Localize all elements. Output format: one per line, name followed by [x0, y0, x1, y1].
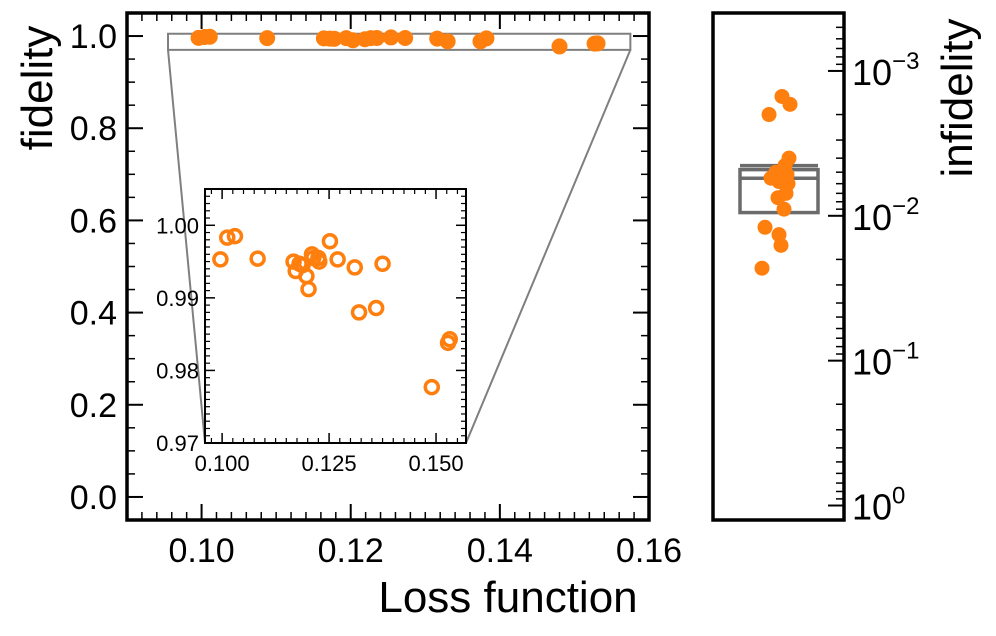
inset-fidelity-point — [329, 251, 346, 268]
infidelity-tick-label: 100 — [852, 483, 905, 528]
fidelity-point — [551, 38, 568, 55]
fidelity-point — [259, 30, 276, 47]
infidelity-tick-label: 10−2 — [852, 193, 919, 238]
x-tick-label: 0.12 — [318, 532, 384, 570]
main-data-points — [190, 28, 606, 55]
infidelity-plot-frame — [711, 11, 846, 522]
y-tick-label: 1.0 — [70, 18, 117, 56]
inset-fidelity-point — [441, 330, 458, 348]
x-tick-label: 0.10 — [168, 532, 234, 570]
inset-plot-frame — [204, 188, 467, 444]
inset-fidelity-point — [249, 250, 266, 267]
y-axis-title: fidelity — [13, 26, 62, 151]
y-tick-label: 0.8 — [70, 110, 117, 148]
inset-fidelity-point — [310, 253, 328, 270]
main-plot-frame — [125, 11, 651, 522]
fidelity-point — [382, 29, 399, 46]
inset-fidelity-point — [367, 299, 385, 317]
inset-x-tick-label: 0.150 — [409, 451, 464, 476]
infidelity-data-points — [754, 88, 798, 276]
infidelity-point — [770, 190, 786, 206]
inset-background — [205, 189, 466, 443]
inset-fidelity-point — [346, 259, 364, 276]
x-axis-title: Loss function — [378, 573, 637, 622]
y-tick-label: 0.6 — [70, 202, 117, 240]
inset-fidelity-point — [300, 280, 317, 298]
fidelity-point — [589, 35, 606, 52]
inset-y-tick-label: 0.99 — [156, 286, 199, 311]
main-tick-labels: 0.10 0.12 0.14 0.16 0.0 0.2 0.4 0.6 0.8 1.0 — [70, 18, 682, 570]
inset-y-tick-label: 0.97 — [156, 431, 199, 456]
fidelity-point — [344, 32, 361, 49]
infidelity-point — [757, 219, 773, 235]
inset-fidelity-point — [374, 255, 391, 272]
inset-fidelity-point — [423, 378, 441, 396]
fidelity-point — [201, 28, 218, 45]
zoom-connector-left — [167, 49, 206, 444]
fidelity-point — [478, 30, 495, 47]
fidelity-point — [397, 29, 414, 46]
zoom-connector-right — [465, 49, 632, 444]
y-tick-label: 0.0 — [70, 479, 117, 517]
y-tick-label: 0.4 — [70, 295, 117, 333]
y-tick-label: 0.2 — [70, 387, 117, 425]
infidelity-point — [754, 260, 770, 276]
fidelity-point — [368, 29, 385, 46]
infidelity-axis-title: infidelity — [933, 19, 982, 178]
x-tick-label: 0.14 — [467, 532, 533, 570]
inset-y-tick-label: 0.98 — [156, 358, 199, 383]
inset-x-tick-label: 0.100 — [195, 451, 250, 476]
infidelity-tick-labels: 10−3 10−2 10−1 100 — [852, 48, 919, 528]
infidelity-point — [761, 107, 777, 123]
inset-tick-labels: 0.100 0.125 0.150 0.97 0.98 0.99 1.00 — [156, 213, 463, 476]
infidelity-tick-label: 10−3 — [852, 48, 919, 93]
inset-fidelity-point — [218, 229, 236, 246]
fidelity-point — [326, 30, 343, 47]
inset-fidelity-point — [350, 304, 368, 321]
inset-data-points — [212, 227, 458, 396]
main-plot-panel: 0.10 0.12 0.14 0.16 0.0 0.2 0.4 0.6 0.8 1.0 Loss … — [13, 11, 682, 622]
infidelity-point — [782, 96, 798, 112]
inset-fidelity-point — [226, 227, 244, 245]
inset-x-tick-label: 0.125 — [302, 451, 357, 476]
infidelity-point — [776, 201, 792, 217]
infidelity-point — [773, 237, 789, 253]
infidelity-tick-label: 10−1 — [852, 338, 919, 383]
infidelity-panel: 10−3 10−2 10−1 100 infidelity — [711, 11, 982, 528]
x-tick-label: 0.16 — [616, 532, 682, 570]
fidelity-point — [439, 33, 456, 50]
inset-plot-panel: 0.100 0.125 0.150 0.97 0.98 0.99 1.00 — [156, 188, 467, 476]
inset-y-tick-label: 1.00 — [156, 213, 199, 238]
inset-fidelity-point — [212, 251, 229, 268]
inset-fidelity-point — [321, 233, 339, 250]
